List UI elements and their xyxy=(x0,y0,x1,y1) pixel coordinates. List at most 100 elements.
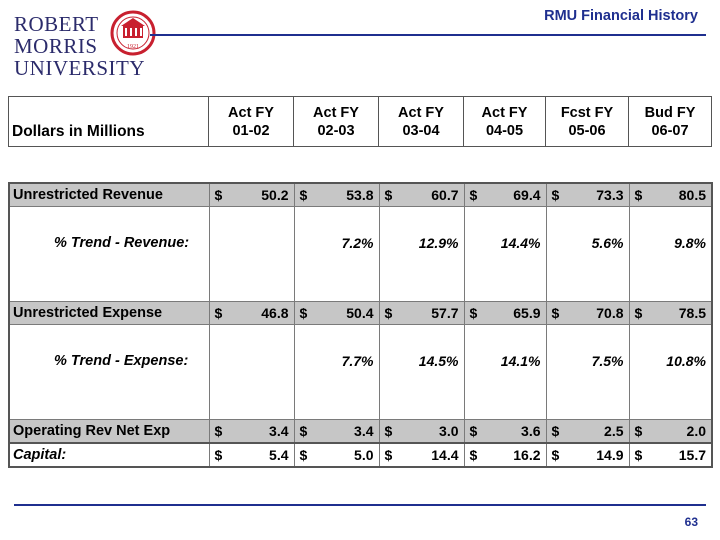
value-number: 14.9 xyxy=(596,447,624,463)
page-number: 63 xyxy=(684,515,698,529)
currency-symbol: $ xyxy=(299,305,308,321)
value-number: 14.4 xyxy=(431,447,459,463)
table-row: % Trend - Revenue: 7.2% 12.9% 14.4% 5.6%… xyxy=(8,206,713,302)
value-number: 16.2 xyxy=(513,447,541,463)
value-cell: $80.5 xyxy=(628,182,713,207)
percent-cell xyxy=(208,324,295,420)
column-header-line: Act FY xyxy=(228,104,274,121)
currency-symbol: $ xyxy=(299,423,308,439)
value-cell: $3.0 xyxy=(378,419,465,444)
percent-cell: 12.9% xyxy=(378,206,465,302)
table-row: % Trend - Expense: 7.7% 14.5% 14.1% 7.5%… xyxy=(8,324,713,420)
percent-cell: 7.7% xyxy=(293,324,380,420)
value-number: 80.5 xyxy=(678,187,706,203)
percent-cell: 5.6% xyxy=(545,206,630,302)
currency-symbol: $ xyxy=(469,423,478,439)
currency-symbol: $ xyxy=(214,187,223,203)
footer-divider xyxy=(14,504,706,506)
row-label-capital: Capital: xyxy=(8,442,210,468)
column-header: Act FY 01-02 xyxy=(208,96,294,147)
percent-cell: 14.4% xyxy=(463,206,547,302)
value-cell: $65.9 xyxy=(463,301,547,325)
currency-symbol: $ xyxy=(384,305,393,321)
page-title: RMU Financial History xyxy=(544,8,698,24)
header-divider xyxy=(150,34,706,36)
column-header-line: 03-04 xyxy=(402,122,440,139)
value-cell: $46.8 xyxy=(208,301,295,325)
value-cell: $3.6 xyxy=(463,419,547,444)
value-number: 15.7 xyxy=(678,447,706,463)
value-cell: $5.0 xyxy=(293,442,380,468)
percent-cell: 7.2% xyxy=(293,206,380,302)
row-label-expense-trend: % Trend - Expense: xyxy=(8,324,210,420)
column-header-line: 02-03 xyxy=(317,122,355,139)
value-cell: $70.8 xyxy=(545,301,630,325)
value-cell: $2.5 xyxy=(545,419,630,444)
currency-symbol: $ xyxy=(214,447,223,463)
value-number: 53.8 xyxy=(346,187,374,203)
value-cell: $16.2 xyxy=(463,442,547,468)
currency-symbol: $ xyxy=(299,447,308,463)
table-row: Unrestricted Expense $46.8 $50.4 $57.7 $… xyxy=(8,301,713,325)
row-label-revenue: Unrestricted Revenue xyxy=(8,182,210,207)
university-seal-icon: 1921 xyxy=(110,10,156,56)
value-number: 46.8 xyxy=(261,305,289,321)
value-cell: $3.4 xyxy=(208,419,295,444)
percent-cell: 14.5% xyxy=(378,324,465,420)
university-logo: ROBERT MORRIS UNIVERSITY 1921 xyxy=(14,10,156,79)
value-number: 60.7 xyxy=(431,187,459,203)
percent-cell: 7.5% xyxy=(545,324,630,420)
value-cell: $69.4 xyxy=(463,182,547,207)
column-header-line: 06-07 xyxy=(651,122,689,139)
value-cell: $57.7 xyxy=(378,301,465,325)
value-cell: $50.4 xyxy=(293,301,380,325)
currency-symbol: $ xyxy=(384,447,393,463)
column-header: Bud FY 06-07 xyxy=(628,96,712,147)
column-header-line: Act FY xyxy=(481,104,528,121)
currency-symbol: $ xyxy=(469,305,478,321)
currency-symbol: $ xyxy=(551,447,560,463)
value-number: 78.5 xyxy=(678,305,706,321)
row-label-revenue-trend: % Trend - Revenue: xyxy=(8,206,210,302)
column-header: Fcst FY 05-06 xyxy=(545,96,629,147)
row-label-operating: Operating Rev Net Exp xyxy=(8,419,210,444)
currency-symbol: $ xyxy=(634,423,643,439)
value-number: 73.3 xyxy=(596,187,624,203)
logo-line: MORRIS xyxy=(14,34,98,58)
value-number: 3.4 xyxy=(354,423,374,439)
value-cell: $14.9 xyxy=(545,442,630,468)
value-number: 3.4 xyxy=(269,423,289,439)
column-header-line: 05-06 xyxy=(568,122,606,139)
value-number: 57.7 xyxy=(431,305,459,321)
value-number: 5.0 xyxy=(354,447,374,463)
value-cell: $53.8 xyxy=(293,182,380,207)
column-header-line: Bud FY xyxy=(644,104,696,121)
table-row: Operating Rev Net Exp $3.4 $3.4 $3.0 $3.… xyxy=(8,419,713,444)
value-cell: $14.4 xyxy=(378,442,465,468)
percent-cell: 10.8% xyxy=(628,324,713,420)
column-header-line: Act FY xyxy=(313,104,359,121)
value-number: 50.4 xyxy=(346,305,374,321)
percent-cell: 9.8% xyxy=(628,206,713,302)
value-cell: $78.5 xyxy=(628,301,713,325)
value-number: 50.2 xyxy=(261,187,289,203)
currency-symbol: $ xyxy=(634,447,643,463)
value-cell: $50.2 xyxy=(208,182,295,207)
logo-line: UNIVERSITY xyxy=(14,56,145,80)
currency-symbol: $ xyxy=(384,187,393,203)
value-cell: $2.0 xyxy=(628,419,713,444)
currency-symbol: $ xyxy=(469,447,478,463)
value-number: 69.4 xyxy=(513,187,541,203)
currency-symbol: $ xyxy=(634,187,643,203)
currency-symbol: $ xyxy=(299,187,308,203)
financial-history-table: Unrestricted Revenue $50.2 $53.8 $60.7 $… xyxy=(8,182,713,444)
value-number: 2.0 xyxy=(686,423,706,439)
value-number: 70.8 xyxy=(596,305,624,321)
currency-symbol: $ xyxy=(551,423,560,439)
column-header: Act FY 02-03 xyxy=(293,96,379,147)
percent-cell: 14.1% xyxy=(463,324,547,420)
table-row: Capital: $5.4 $5.0 $14.4 $16.2 $14.9 $15… xyxy=(8,442,713,468)
currency-symbol: $ xyxy=(551,187,560,203)
logo-line: ROBERT xyxy=(14,12,99,36)
capital-table: Capital: $5.4 $5.0 $14.4 $16.2 $14.9 $15… xyxy=(8,442,713,468)
